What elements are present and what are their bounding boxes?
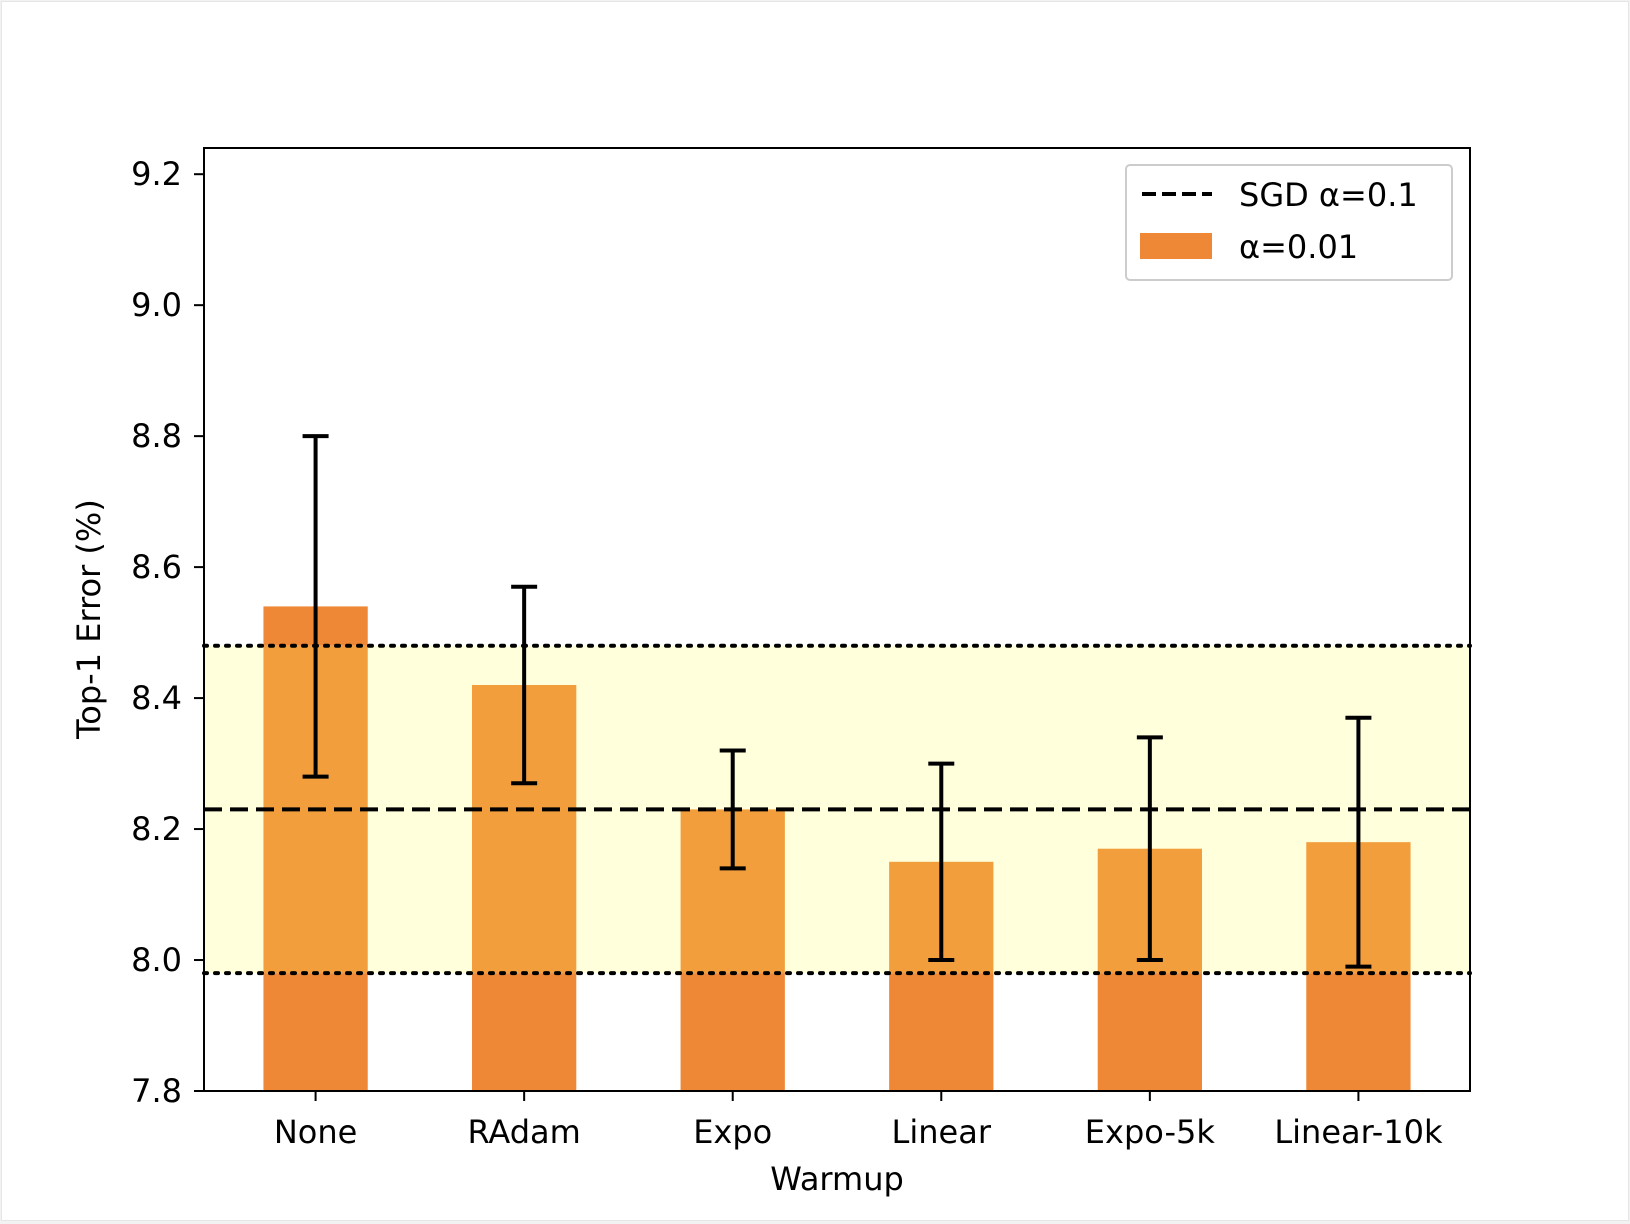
bar-segment-below-band [472, 973, 577, 1091]
bar-segment-below-band [263, 973, 368, 1091]
plot-area-frame [203, 147, 1471, 1092]
y-tick-label: 8.8 [131, 417, 182, 455]
y-tick-label: 9.0 [131, 286, 182, 324]
y-axis-ticks: 7.8 8.0 8.2 8.4 8.6 8.8 9.0 9.2 [131, 155, 204, 1110]
error-bar-expo-5k [1136, 735, 1163, 963]
y-tick-label: 8.4 [131, 679, 182, 717]
x-tick-label-radam: RAdam [467, 1113, 580, 1151]
reference-lines [202, 643, 1472, 976]
legend-swatch-bar [1140, 233, 1212, 259]
bar-series [263, 606, 1411, 1091]
bar-expo [680, 809, 785, 1091]
error-bars [302, 434, 1372, 969]
bar-segment-below-band [1306, 973, 1411, 1091]
y-axis-label: Top-1 Error (%) [70, 499, 108, 740]
x-tick-label-expo-5k: Expo-5k [1085, 1113, 1216, 1151]
x-tick-label-linear-10k: Linear-10k [1274, 1113, 1443, 1151]
y-tick-label: 8.0 [131, 941, 182, 979]
legend: SGD α=0.1 α=0.01 [1125, 164, 1453, 281]
y-tick-label: 8.2 [131, 810, 182, 848]
bar-segment-below-band [680, 973, 785, 1091]
error-bar-none [302, 434, 329, 779]
x-tick-label-expo: Expo [693, 1113, 772, 1151]
x-tick-label-none: None [274, 1113, 357, 1151]
x-tick-label-linear: Linear [892, 1113, 992, 1151]
error-bar-radam [511, 584, 538, 786]
error-bar-linear [928, 761, 955, 963]
y-tick-label: 8.6 [131, 548, 182, 586]
legend-label-alpha: α=0.01 [1239, 228, 1358, 266]
error-bar-expo [719, 748, 746, 871]
y-tick-label: 7.8 [131, 1072, 182, 1110]
bar-segment-below-band [889, 973, 994, 1091]
legend-label-sgd: SGD α=0.1 [1239, 176, 1418, 214]
error-bar-linear-10k [1345, 715, 1372, 969]
bar-segment-below-band [1097, 973, 1202, 1091]
x-axis-label: Warmup [770, 1160, 904, 1198]
x-axis-ticks: None RAdam Expo Linear Expo-5k Linear-10k [274, 1091, 1443, 1151]
y-tick-label: 9.2 [131, 155, 182, 193]
